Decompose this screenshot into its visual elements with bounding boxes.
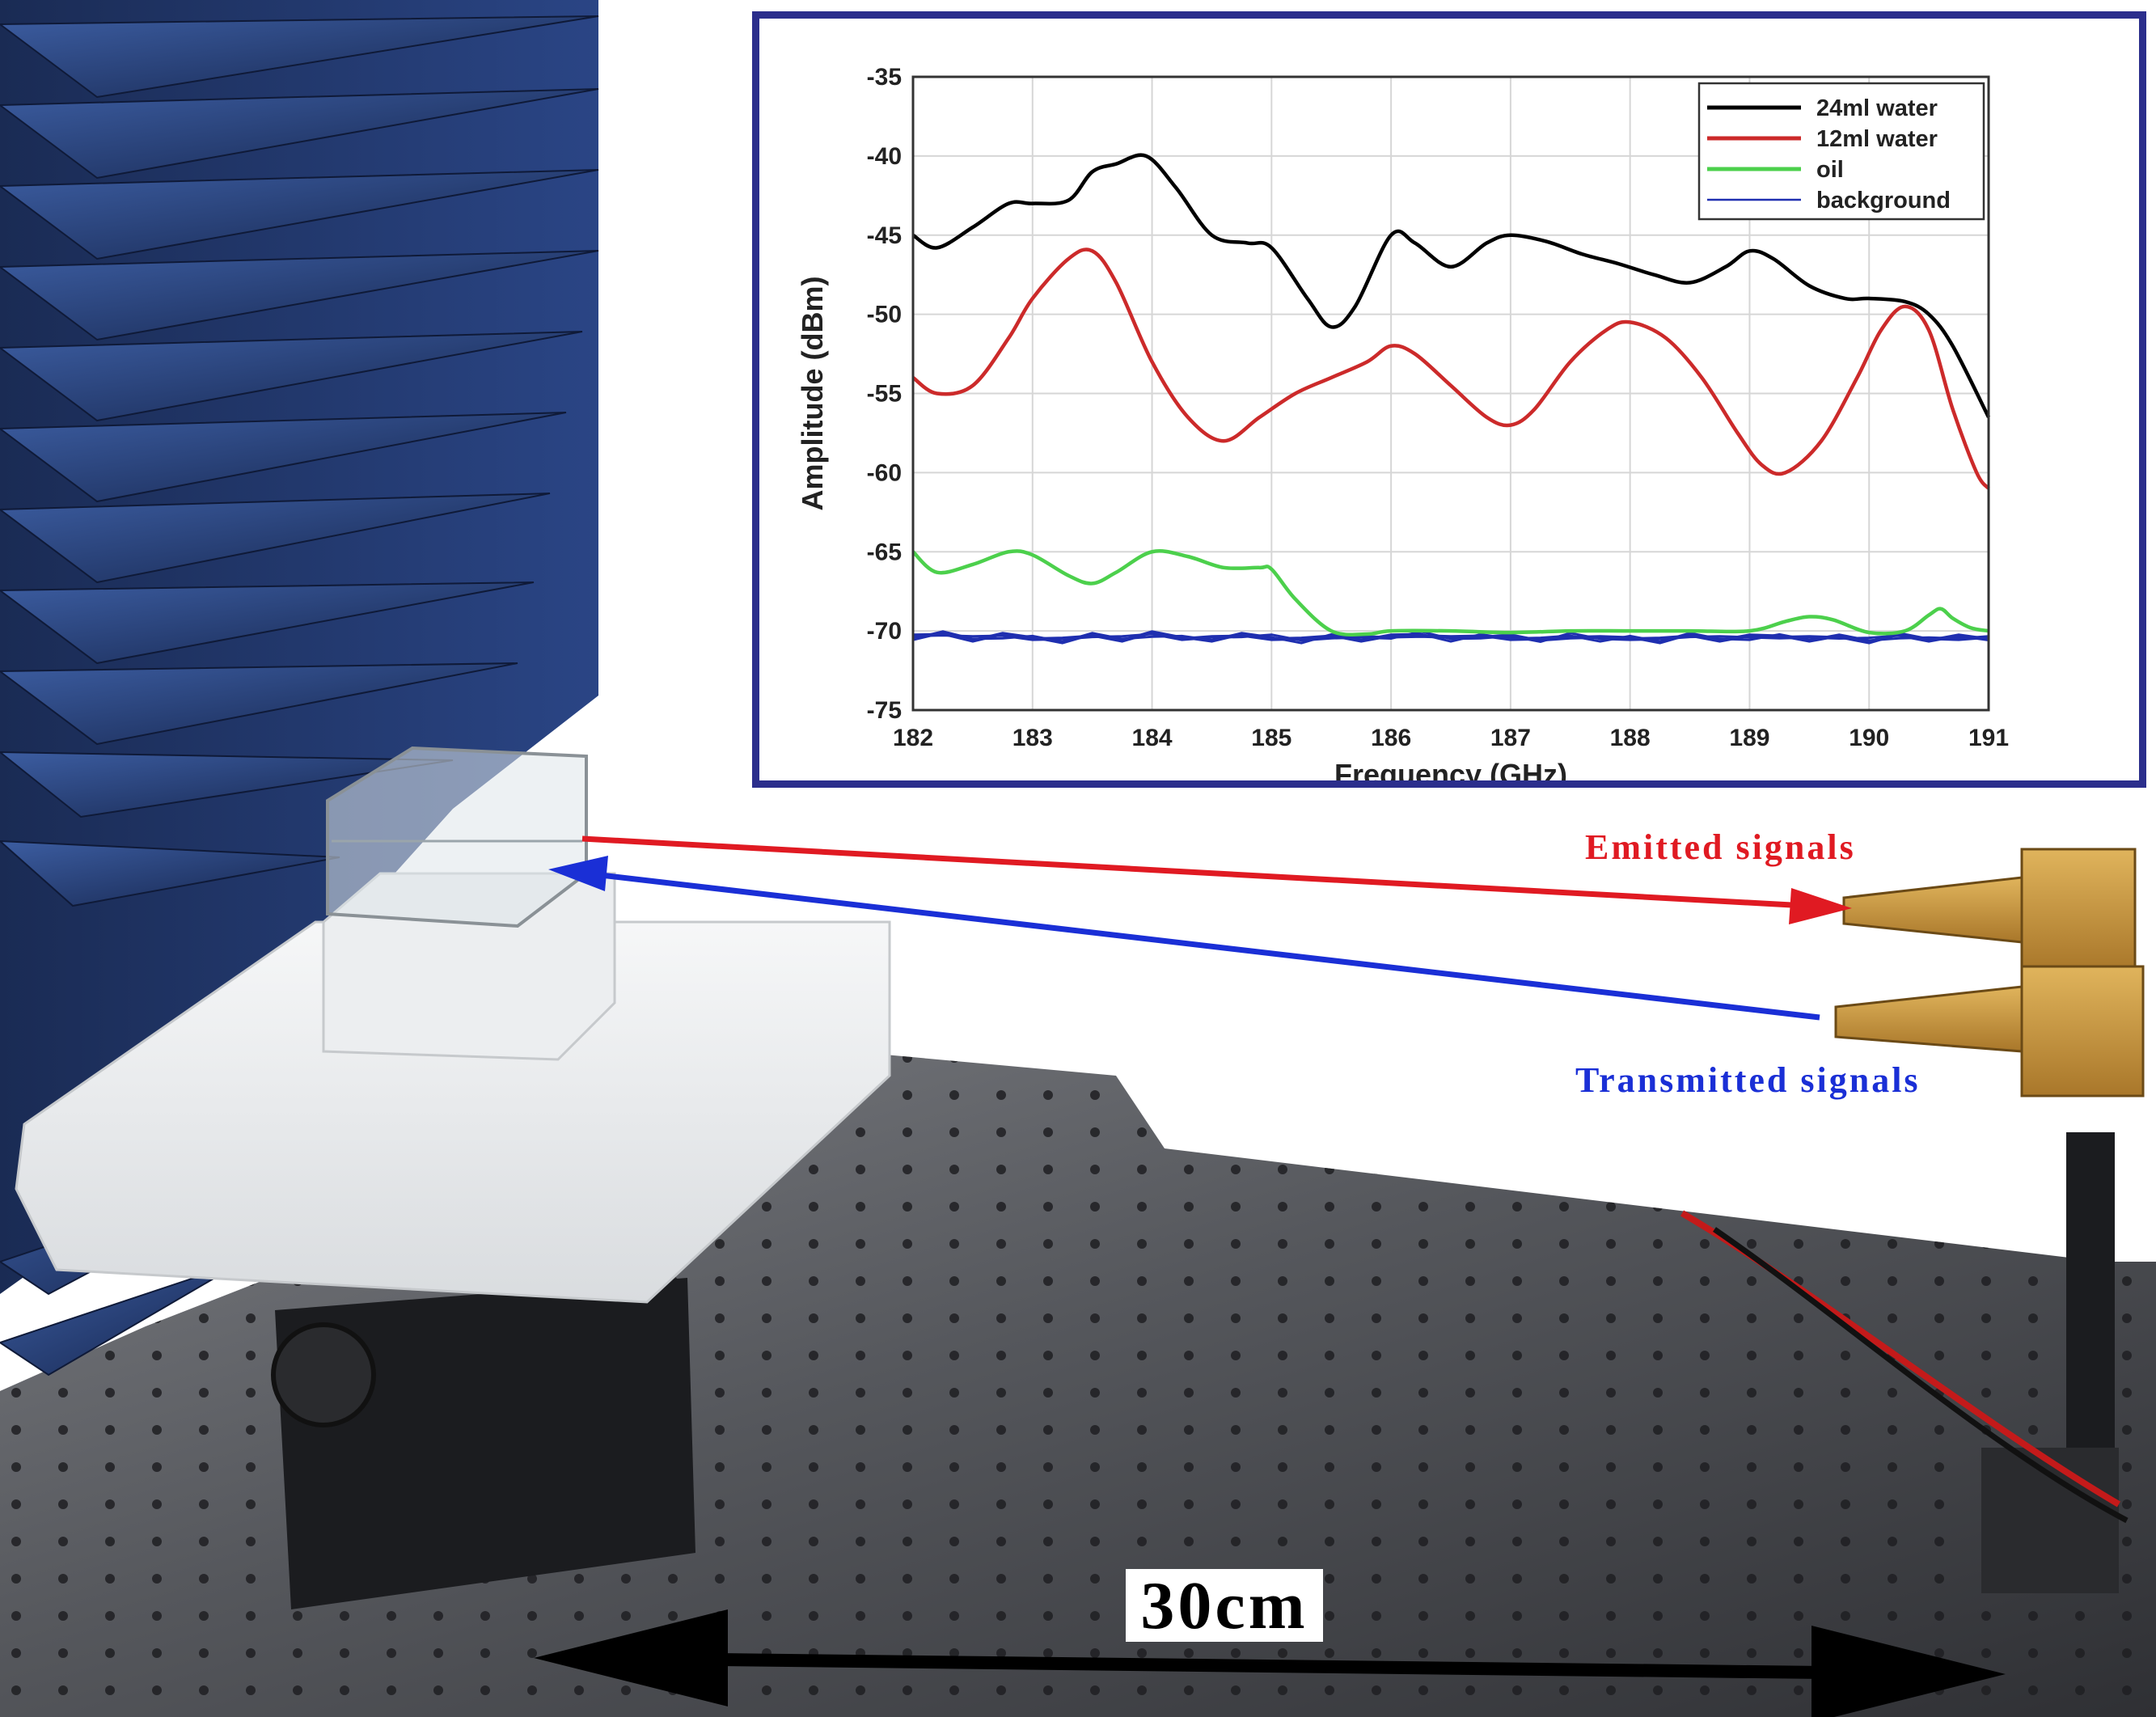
distance-arrowhead-left xyxy=(534,1609,728,1706)
x-tick-label: 187 xyxy=(1490,725,1531,751)
x-tick-label: 191 xyxy=(1968,725,2009,751)
y-tick-label: -45 xyxy=(867,222,902,249)
distance-arrow xyxy=(581,1651,1958,1681)
emitted-signal-arrow xyxy=(581,835,1837,911)
series-line-background xyxy=(912,631,1989,645)
x-tick-label: 188 xyxy=(1610,725,1651,751)
distance-arrowhead-right xyxy=(1811,1626,2006,1717)
legend-entry: 12ml water xyxy=(1816,126,1938,152)
x-tick-label: 189 xyxy=(1729,725,1769,751)
x-axis-label: Frequency (GHz) xyxy=(1334,758,1567,780)
series-line-background xyxy=(912,630,1989,644)
x-tick-label: 183 xyxy=(1012,725,1053,751)
emitted-signals-label: Emitted signals xyxy=(1585,827,1856,867)
x-tick-label: 186 xyxy=(1371,725,1411,751)
y-tick-label: -75 xyxy=(867,697,902,724)
y-tick-label: -60 xyxy=(867,459,902,486)
receiver-block xyxy=(2020,965,2145,1097)
series-line-oil xyxy=(911,549,1989,637)
sample-container xyxy=(326,746,588,928)
legend-entry: 24ml water xyxy=(1816,95,1938,121)
tick-labels: 182 183 184 185 186 187 188 189 190 191 -35 -40 -45 -… xyxy=(867,64,2009,751)
y-tick-label: -70 xyxy=(867,618,902,645)
y-tick-label: -65 xyxy=(867,539,902,565)
series-lines xyxy=(911,153,1991,645)
series-line-24ml-water xyxy=(911,153,1991,418)
amplitude-chart-panel: 182 183 184 185 186 187 188 189 190 191 -35 -40 -45 -… xyxy=(752,11,2146,788)
antenna-post-base xyxy=(1981,1448,2119,1593)
y-tick-label: -55 xyxy=(867,381,902,408)
x-tick-label: 190 xyxy=(1849,725,1889,751)
y-tick-label: -40 xyxy=(867,143,902,170)
emitter-block xyxy=(2020,848,2137,972)
series-line-12ml-water xyxy=(911,247,1990,490)
x-tick-label: 184 xyxy=(1132,725,1173,751)
emitted-arrowhead xyxy=(1789,888,1852,924)
x-tick-label: 182 xyxy=(893,725,933,751)
stage-knob xyxy=(271,1322,376,1427)
legend-entry: background xyxy=(1816,188,1951,214)
y-axis-label: Amplitude (dBm) xyxy=(796,277,829,511)
emitter-horn xyxy=(1842,876,2023,944)
transmitted-arrowhead xyxy=(548,856,608,891)
transmitted-signal-arrow xyxy=(565,868,1820,1021)
amplitude-chart: 182 183 184 185 186 187 188 189 190 191 -35 -40 -45 -… xyxy=(796,64,2009,780)
rotation-stage xyxy=(275,1278,695,1609)
series-line-background xyxy=(912,630,1989,645)
transmitted-signals-label: Transmitted signals xyxy=(1575,1060,1921,1100)
plot-frame xyxy=(911,75,1990,712)
series-line-background xyxy=(912,630,1989,645)
distance-label: 30cm xyxy=(1126,1568,1323,1643)
y-tick-label: -35 xyxy=(867,64,902,91)
receiver-horn xyxy=(1834,985,2023,1053)
legend: 24ml water 12ml water oil background xyxy=(1697,82,1985,221)
x-tick-label: 185 xyxy=(1251,725,1291,751)
y-tick-label: -50 xyxy=(867,302,902,328)
cable-black xyxy=(1713,1227,2129,1524)
legend-entry: oil xyxy=(1816,157,1844,183)
